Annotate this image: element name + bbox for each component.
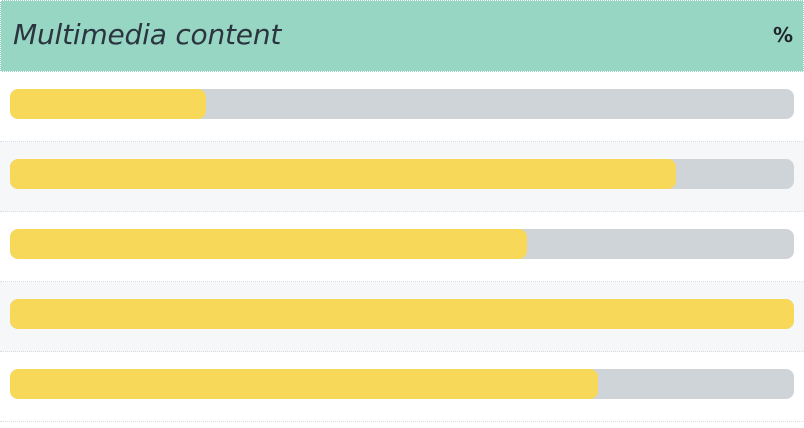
- progress-fill: [10, 89, 206, 119]
- progress-row: [0, 352, 804, 422]
- progress-row: [0, 282, 804, 352]
- progress-row: [0, 142, 804, 212]
- panel-header: Multimedia content %: [0, 0, 804, 72]
- percent-icon[interactable]: %: [773, 23, 794, 47]
- progress-fill: [10, 229, 528, 259]
- progress-track: [10, 369, 794, 399]
- progress-fill: [10, 299, 794, 329]
- progress-row: [0, 212, 804, 282]
- panel-title: Multimedia content: [13, 18, 282, 51]
- progress-list: [0, 72, 804, 422]
- progress-fill: [10, 369, 598, 399]
- progress-track: [10, 159, 794, 189]
- progress-track: [10, 89, 794, 119]
- progress-fill: [10, 159, 677, 189]
- progress-track: [10, 229, 794, 259]
- progress-track: [10, 299, 794, 329]
- progress-row: [0, 72, 804, 142]
